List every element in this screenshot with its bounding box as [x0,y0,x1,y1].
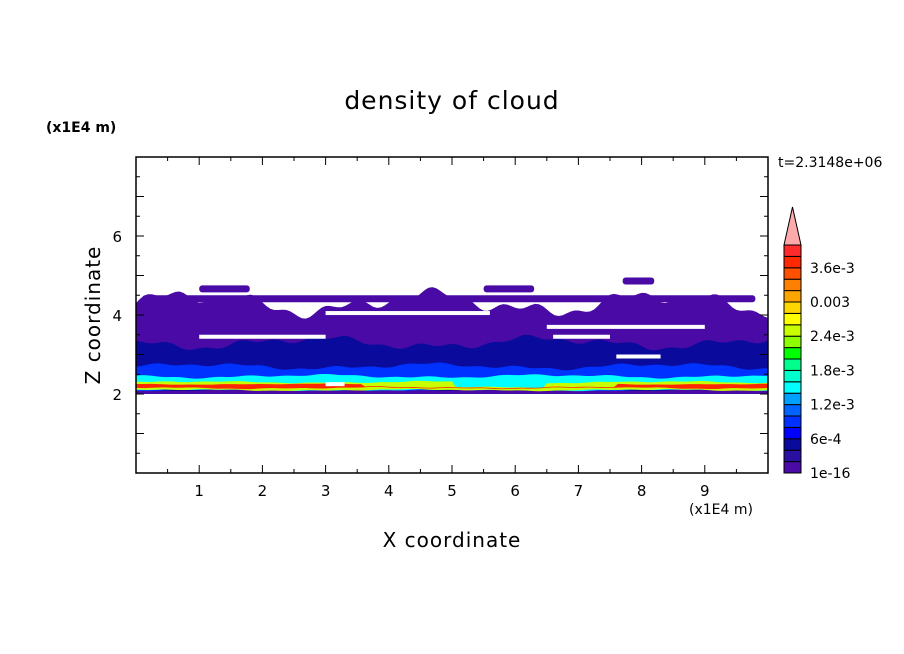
contour-field [136,277,768,394]
colorbar-label: 1.8e-3 [810,363,855,379]
contour-band [142,295,756,303]
colorbar-swatch [783,438,802,451]
x-tick-label: 7 [574,482,584,500]
colorbar-swatch [783,255,802,269]
colorbar-label: 1e-16 [810,466,850,482]
contour-band [136,380,768,392]
colorbar-swatch [783,358,802,371]
colorbar-swatch [783,335,802,349]
colorbar-swatch [783,369,802,383]
x-axis-unit: (x1E4 m) [689,502,753,518]
cloud-gap [616,354,661,359]
colorbar-swatch [783,267,802,280]
x-tick-label: 8 [637,482,647,500]
colorbar-swatch [783,415,802,428]
colorbar-swatch [783,301,802,314]
y-tick-label: 6 [112,228,122,246]
x-tick-label: 5 [447,482,457,500]
axes: 1 2 3 4 5 6 7 8 9 2 4 6 [112,156,769,500]
colorbar-swatch [783,449,802,463]
time-label: t=2.3148e+06 [778,155,883,171]
x-axis-label: X coordinate [382,528,522,552]
contour-band [136,383,768,390]
colorbar-label: 1.2e-3 [810,398,855,414]
cloud-gap [546,324,705,329]
colorbar-swatch [783,278,802,292]
chart-title: density of cloud [344,86,560,115]
cloud-gap [199,334,326,339]
colorbar: 1e-16 6e-4 1.2e-3 1.8e-3 2.4e-3 0.003 3.6e-3 [783,206,855,482]
colorbar-swatch [783,312,802,326]
colorbar-swatch [783,461,802,474]
colorbar-label: 6e-4 [810,432,842,448]
x-tick-label: 4 [384,482,394,500]
cloud-gap [325,382,345,387]
x-tick-label: 6 [510,482,520,500]
colorbar-swatch [783,426,802,440]
contour-band [622,277,655,285]
x-tick-label: 1 [194,482,204,500]
colorbar-label: 0.003 [810,295,850,311]
contour-band [199,285,250,293]
y-axis-unit: (x1E4 m) [46,120,117,136]
x-tick-label: 3 [321,482,331,500]
colorbar-swatch [783,244,802,257]
colorbar-swatch [783,324,802,337]
colorbar-swatch [783,347,802,360]
colorbar-label: 2.4e-3 [810,329,855,345]
x-tick-label: 2 [258,482,268,500]
colorbar-swatch [783,392,802,406]
x-tick-label: 9 [700,482,710,500]
colorbar-label: 3.6e-3 [810,261,855,277]
colorbar-swatch [783,404,802,417]
cloud-gap [553,334,610,339]
cloud-gap [325,311,490,316]
y-tick-label: 2 [112,386,122,404]
y-tick-label: 4 [112,307,122,325]
colorbar-overflow-arrow [783,206,802,246]
contour-band [483,285,535,293]
colorbar-swatch [783,381,802,394]
colorbar-swatch [783,290,802,303]
